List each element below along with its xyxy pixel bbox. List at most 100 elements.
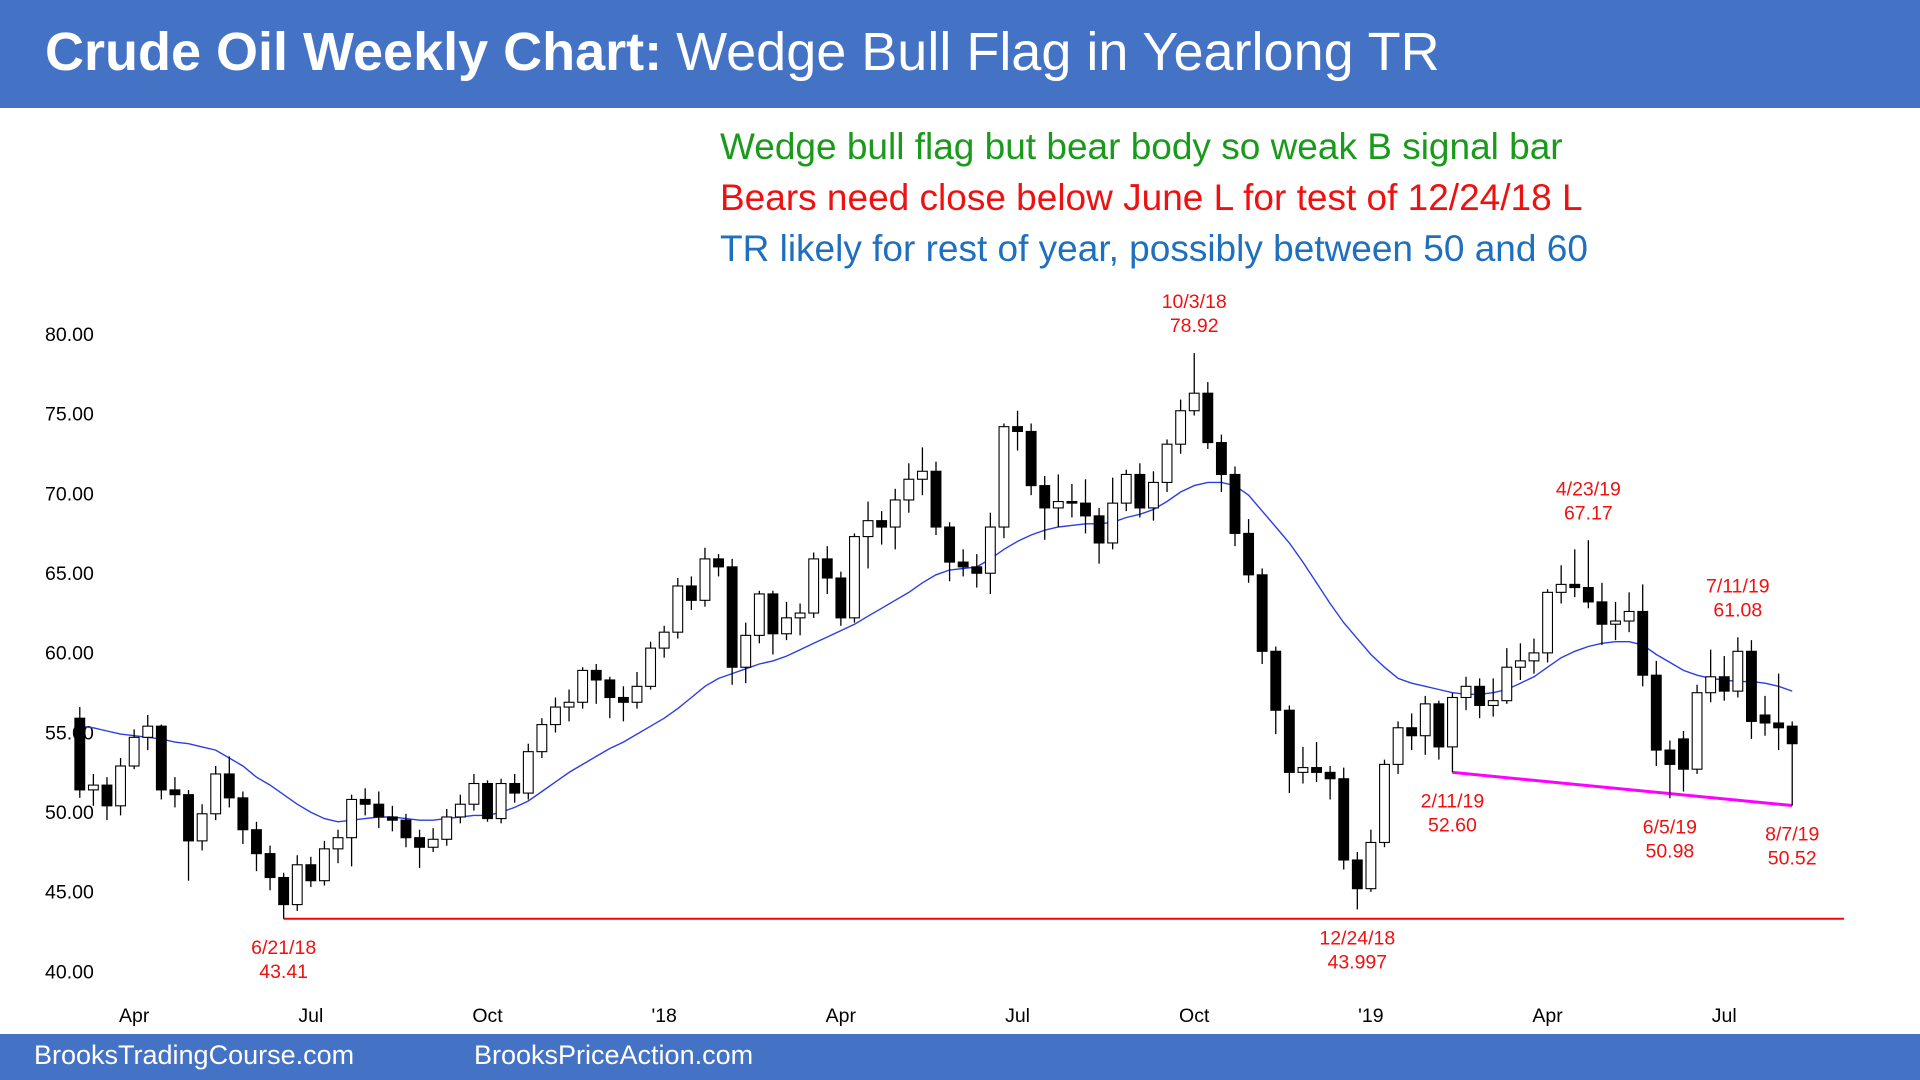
candle-body	[169, 789, 181, 796]
candle-body	[536, 724, 548, 753]
annotation-date: 10/3/18	[1162, 291, 1227, 313]
candle-body	[1338, 778, 1350, 861]
candle-body	[726, 566, 738, 668]
annotation-price: 67.17	[1564, 502, 1613, 524]
candle-body	[631, 685, 643, 703]
candle-body	[1229, 473, 1241, 534]
candle-body	[672, 585, 684, 633]
candle-body	[210, 773, 222, 815]
x-tick-label: Jul	[298, 1005, 323, 1027]
candle-body	[1379, 763, 1390, 844]
candle-body	[1134, 473, 1146, 509]
candle-body	[223, 773, 235, 799]
candle-body	[1460, 685, 1472, 699]
candle-body	[1243, 532, 1255, 576]
candle-body	[386, 816, 398, 821]
annotation-price: 50.52	[1768, 848, 1817, 870]
y-tick-label: 50.00	[45, 802, 94, 824]
x-tick-label: '19	[1358, 1005, 1383, 1027]
candle-body	[767, 593, 779, 635]
candle-body	[318, 848, 330, 882]
candle-body	[1555, 583, 1567, 593]
candle-body	[346, 798, 358, 839]
candle-body	[604, 679, 616, 699]
x-tick-label: '18	[651, 1005, 676, 1027]
candle-body	[1582, 587, 1594, 603]
candle-body	[590, 669, 602, 681]
candle-body	[849, 536, 860, 619]
candle-body	[373, 803, 385, 818]
candle-body	[1745, 650, 1757, 722]
candle-body	[998, 426, 1010, 528]
candle-body	[930, 470, 942, 528]
candle-body	[1283, 709, 1295, 773]
title-bold: Crude Oil Weekly Chart:	[45, 22, 662, 82]
candle-body	[876, 520, 888, 528]
candle-body	[101, 784, 113, 807]
candle-body	[1215, 442, 1227, 476]
candle-body	[1773, 722, 1785, 729]
candle-body	[1446, 696, 1458, 748]
candle-body	[1732, 650, 1744, 692]
candle-body	[821, 558, 833, 579]
x-tick-label: Apr	[119, 1005, 150, 1027]
candle-body	[196, 813, 208, 842]
candle-body	[183, 794, 194, 842]
candle-body	[916, 470, 928, 480]
candle-body	[1487, 700, 1499, 707]
annotation-price: 78.92	[1170, 315, 1219, 337]
candle-body	[699, 558, 711, 601]
candle-body	[1542, 591, 1554, 654]
candle-body	[563, 701, 575, 708]
candle-body	[414, 837, 426, 848]
note: Bears need close below June L for test o…	[720, 177, 1583, 218]
candle-body	[1161, 443, 1173, 483]
candle-body	[128, 736, 140, 767]
candle-body	[155, 725, 167, 791]
candle-body	[1107, 502, 1119, 544]
candle-body	[1351, 859, 1363, 890]
candle-body	[835, 577, 847, 619]
annotation-price: 43.997	[1327, 952, 1387, 974]
candle-body	[1324, 771, 1336, 780]
candle-body	[617, 696, 629, 703]
candle-body	[1705, 676, 1717, 694]
candle-body	[495, 782, 507, 820]
candle-body	[1270, 650, 1282, 711]
annotation-price: 52.60	[1428, 815, 1477, 837]
candle-body	[1188, 392, 1200, 412]
candle-body	[1678, 738, 1689, 770]
x-tick-label: Oct	[1179, 1005, 1210, 1027]
candle-body	[1066, 500, 1078, 504]
candle-body	[264, 853, 276, 879]
candle-body	[468, 782, 480, 805]
candle-body	[1093, 515, 1105, 544]
candle-body	[522, 751, 534, 794]
candle-body	[658, 631, 670, 649]
candle-body	[427, 838, 439, 848]
candle-body	[1718, 676, 1730, 692]
candle-body	[1691, 692, 1703, 770]
candle-body	[984, 526, 996, 574]
candle-body	[291, 864, 303, 906]
y-tick-label: 40.00	[45, 961, 94, 983]
candle-body	[1406, 727, 1418, 737]
candle-body	[753, 593, 765, 636]
candle-body	[1528, 652, 1540, 662]
candle-body	[1664, 749, 1676, 765]
title-rest: Wedge Bull Flag in Yearlong TR	[676, 22, 1440, 82]
candle-body	[1025, 430, 1037, 487]
candle-body	[1256, 574, 1268, 652]
candle-body	[454, 803, 466, 818]
candle-body	[1569, 583, 1581, 589]
candle-body	[645, 647, 657, 687]
annotation-price: 43.41	[259, 961, 308, 983]
candle-body	[1501, 666, 1513, 702]
candle-body	[1052, 500, 1064, 509]
candle-body	[87, 784, 99, 791]
candle-body	[862, 520, 874, 538]
note: Wedge bull flag but bear body so weak B …	[720, 126, 1563, 167]
candle-body	[1039, 485, 1051, 509]
annotation-date: 7/11/19	[1706, 575, 1770, 597]
